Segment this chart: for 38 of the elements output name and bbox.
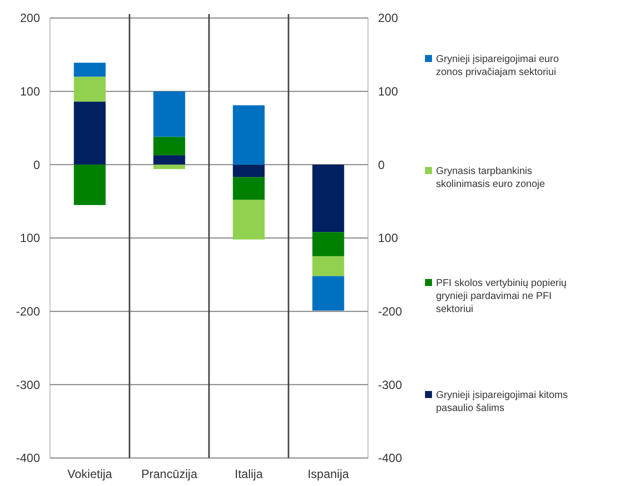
legend-label: Grynieji įsipareigojimai euro zonos privačiajam sektoriui [436,54,560,78]
bar [74,164,106,205]
y2-tick-label: -300 [378,378,402,392]
y2-tick-label: 200 [378,11,398,26]
bar [74,102,106,165]
x-tick-label: Italija [234,467,264,481]
y-tick-label: -400 [16,451,40,466]
y-tick-label: 0 [33,158,40,172]
y2-tick-label: 100 [378,231,398,246]
bar [312,164,344,232]
bar [153,91,186,137]
y-tick-label: 100 [20,84,40,99]
bar [153,155,186,165]
bar [232,105,265,165]
legend-label: Grynasis tarpbankinis skolinimasis euro zonoje [436,166,546,190]
bar [312,232,344,256]
bar [312,256,344,276]
bar [153,136,186,156]
bar [312,276,344,311]
y2-tick-label: -400 [378,451,402,466]
bar [153,164,186,170]
x-tick-label: Vokietija [67,467,112,481]
y2-tick-label: 0 [378,158,385,172]
y-tick-label: 100 [20,231,40,246]
y-tick-label: -300 [16,378,40,392]
bar [232,164,265,178]
bar [74,76,106,102]
legend-label: Grynieji įsipareigojimai kitoms pasaulio šalims [436,390,568,414]
y2-tick-label: 100 [378,84,398,99]
y2-tick-label: -200 [378,304,402,319]
y-tick-label: -200 [16,304,40,319]
bar [74,62,106,77]
y-tick-label: 200 [20,11,40,26]
bar [232,177,265,200]
x-tick-label: Prancūzija [141,467,198,481]
legend-label: PFI skolos vertybinių popierių grynieji pardavimai ne PFI sektoriui [436,278,568,315]
bar [232,200,265,240]
x-tick-label: Ispanija [308,467,350,481]
